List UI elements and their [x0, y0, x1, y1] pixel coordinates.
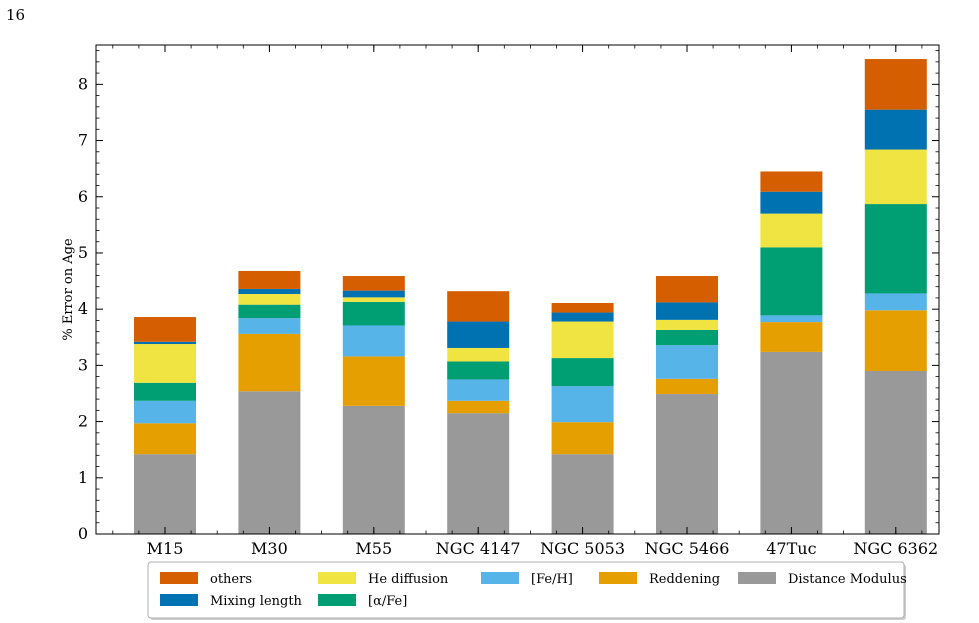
legend-label: [α/Fe]: [368, 594, 407, 609]
y-tick-label: 8: [78, 74, 88, 93]
bar-segment--fe--m15: [134, 382, 196, 401]
bar-segment-others-ngc-5466: [656, 276, 718, 303]
bar-segment-mixing-length-m15: [134, 341, 196, 345]
axis-ticks: 0 1 2 3 4 5 6 7 8 M15 M30 M55 NGC 4147 NGC 5053 NGC 54…: [78, 45, 939, 558]
bar-segment-distance-modulus-47tuc: [760, 351, 823, 534]
legend-label: others: [210, 572, 252, 587]
bar-segment--fe-h--ngc-4147: [447, 379, 510, 401]
legend-swatch: [599, 572, 637, 584]
bar-segment-he-diffusion-47tuc: [760, 213, 823, 248]
bar-segment--fe-h--m55: [342, 325, 405, 357]
legend-swatch: [738, 572, 776, 584]
bar-segment--fe--ngc-6362: [864, 204, 927, 294]
bar-segment--fe--ngc-5053: [551, 358, 614, 387]
bar-segment-reddening-m15: [134, 423, 196, 455]
legend-label: [Fe/H]: [531, 572, 573, 587]
bar-segment--fe-h--m15: [134, 400, 196, 424]
bar-segment-distance-modulus-ngc-5053: [551, 454, 614, 534]
y-tick-label: 0: [78, 524, 88, 543]
bar-segment-distance-modulus-ngc-5466: [656, 394, 718, 534]
bar-segment-he-diffusion-ngc-4147: [447, 347, 510, 362]
bar-segment--fe-h--47tuc: [760, 315, 823, 323]
bar-segment-reddening-m30: [238, 333, 301, 392]
y-tick-label: 2: [78, 412, 88, 431]
bar-segment-distance-modulus-m55: [342, 405, 405, 534]
bar-segment--fe-h--ngc-6362: [864, 293, 927, 311]
x-tick-label: M30: [251, 539, 288, 558]
bar-segment-he-diffusion-m15: [134, 344, 196, 383]
bar-segment-others-ngc-5053: [551, 302, 614, 313]
bar-segment--fe-h--ngc-5053: [551, 386, 614, 423]
bar-segment-distance-modulus-ngc-6362: [864, 371, 927, 534]
bar-segment-mixing-length-ngc-5466: [656, 302, 718, 320]
x-tick-label: M15: [147, 539, 184, 558]
bar-segment-distance-modulus-m30: [238, 391, 301, 534]
bar-segment-mixing-length-ngc-4147: [447, 321, 510, 348]
x-tick-label: M55: [355, 539, 392, 558]
bar-segment-distance-modulus-m15: [134, 454, 196, 534]
bar-segment-mixing-length-m55: [342, 290, 405, 298]
legend-label: Distance Modulus: [788, 572, 907, 587]
legend-label: Reddening: [649, 572, 720, 587]
y-tick-label: 7: [78, 131, 88, 150]
legend-swatch: [160, 594, 198, 606]
bar-segment-others-ngc-4147: [447, 291, 510, 322]
x-tick-label: 47Tuc: [766, 539, 816, 558]
y-axis-label: % Error on Age: [61, 238, 76, 341]
page-number: 16: [6, 6, 26, 24]
plot-frame: [95, 44, 940, 535]
bar-segment--fe--47tuc: [760, 247, 823, 316]
bar-segment-he-diffusion-ngc-6362: [864, 149, 927, 205]
bar-segment-he-diffusion-m55: [342, 297, 405, 302]
legend: others He diffusion [Fe/H] Reddening Distanc…: [147, 561, 907, 620]
bar-segment-reddening-ngc-5053: [551, 422, 614, 455]
bar-segment--fe--m30: [238, 304, 301, 319]
legend-swatch: [318, 594, 356, 606]
bars-layer: [134, 59, 927, 534]
bar-segment-he-diffusion-ngc-5466: [656, 319, 718, 330]
y-tick-label: 3: [78, 355, 88, 374]
legend-label: He diffusion: [368, 572, 449, 587]
bar-segment-mixing-length-47tuc: [760, 191, 823, 214]
bar-segment-reddening-ngc-6362: [864, 310, 927, 371]
y-tick-label: 5: [78, 243, 88, 262]
y-tick-label: 6: [78, 187, 88, 206]
bar-segment-others-m55: [342, 276, 405, 291]
bar-segment--fe--m55: [342, 301, 405, 326]
bar-segment-others-47tuc: [760, 171, 823, 192]
bar-segment-mixing-length-ngc-6362: [864, 109, 927, 150]
bar-segment-he-diffusion-ngc-5053: [551, 321, 614, 359]
bar-segment--fe--ngc-4147: [447, 361, 510, 380]
bar-segment-reddening-ngc-5466: [656, 378, 718, 395]
bar-segment-reddening-47tuc: [760, 322, 823, 352]
bar-segment-others-ngc-6362: [864, 59, 927, 110]
x-tick-label: NGC 4147: [436, 539, 521, 558]
y-tick-label: 1: [78, 468, 88, 487]
legend-swatch: [160, 572, 198, 584]
bar-segment-reddening-m55: [342, 356, 405, 406]
x-tick-label: NGC 5466: [645, 539, 730, 558]
x-tick-label: NGC 6362: [853, 539, 938, 558]
y-tick-label: 4: [78, 299, 88, 318]
bar-segment-mixing-length-m30: [238, 288, 301, 294]
legend-box: [147, 561, 905, 619]
bar-segment--fe-h--ngc-5466: [656, 345, 718, 379]
bar-segment--fe-h--m30: [238, 318, 301, 334]
bar-segment-reddening-ngc-4147: [447, 400, 510, 414]
legend-swatch: [318, 572, 356, 584]
legend-label: Mixing length: [210, 594, 303, 609]
bar-segment-others-m30: [238, 270, 301, 289]
x-tick-label: NGC 5053: [540, 539, 625, 558]
bar-segment-distance-modulus-ngc-4147: [447, 413, 510, 534]
bar-segment-he-diffusion-m30: [238, 293, 301, 305]
bar-segment-mixing-length-ngc-5053: [551, 312, 614, 322]
legend-swatch: [481, 572, 519, 584]
bar-segment--fe--ngc-5466: [656, 329, 718, 346]
bar-segment-others-m15: [134, 317, 196, 342]
